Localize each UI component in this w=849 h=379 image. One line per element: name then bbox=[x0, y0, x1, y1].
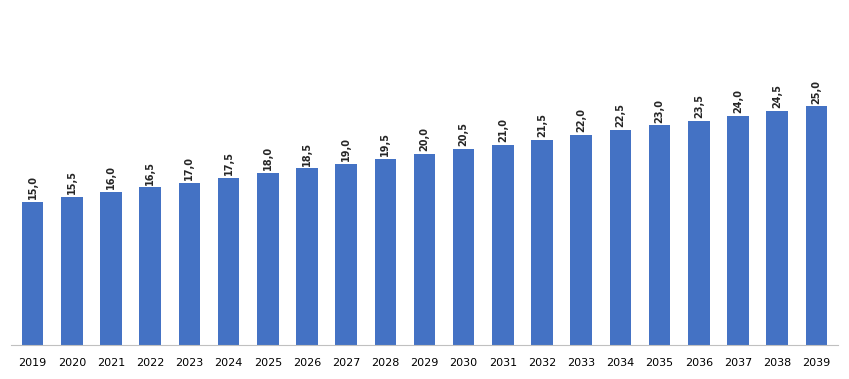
Bar bbox=[413, 154, 436, 345]
Bar bbox=[649, 125, 671, 345]
Bar bbox=[374, 159, 396, 345]
Bar bbox=[178, 183, 200, 345]
Bar bbox=[453, 149, 475, 345]
Bar bbox=[610, 130, 631, 345]
Text: 16,0: 16,0 bbox=[106, 165, 116, 190]
Text: 16,5: 16,5 bbox=[145, 161, 155, 185]
Text: 23,0: 23,0 bbox=[655, 99, 665, 123]
Text: 22,0: 22,0 bbox=[576, 108, 587, 132]
Bar bbox=[296, 168, 318, 345]
Bar bbox=[531, 140, 553, 345]
Bar bbox=[257, 173, 278, 345]
Text: 24,5: 24,5 bbox=[772, 84, 782, 108]
Bar bbox=[806, 106, 827, 345]
Text: 15,5: 15,5 bbox=[67, 170, 77, 194]
Bar bbox=[571, 135, 592, 345]
Text: 15,0: 15,0 bbox=[28, 175, 37, 199]
Text: 18,0: 18,0 bbox=[262, 146, 273, 170]
Text: 20,0: 20,0 bbox=[419, 127, 430, 151]
Bar bbox=[728, 116, 749, 345]
Text: 20,5: 20,5 bbox=[458, 122, 469, 146]
Bar bbox=[492, 144, 514, 345]
Text: 19,0: 19,0 bbox=[341, 137, 351, 161]
Text: 17,5: 17,5 bbox=[223, 151, 233, 175]
Text: 17,0: 17,0 bbox=[184, 156, 194, 180]
Text: 22,5: 22,5 bbox=[616, 103, 626, 127]
Bar bbox=[218, 178, 239, 345]
Text: 21,5: 21,5 bbox=[537, 113, 547, 137]
Text: 23,5: 23,5 bbox=[694, 94, 704, 118]
Text: 25,0: 25,0 bbox=[812, 80, 821, 103]
Text: 18,5: 18,5 bbox=[302, 141, 312, 166]
Text: 24,0: 24,0 bbox=[733, 89, 743, 113]
Text: 19,5: 19,5 bbox=[380, 132, 391, 156]
Bar bbox=[22, 202, 43, 345]
Bar bbox=[100, 192, 121, 345]
Bar bbox=[688, 121, 710, 345]
Bar bbox=[61, 197, 82, 345]
Bar bbox=[767, 111, 788, 345]
Bar bbox=[139, 188, 161, 345]
Text: 21,0: 21,0 bbox=[498, 118, 508, 142]
Bar bbox=[335, 164, 357, 345]
